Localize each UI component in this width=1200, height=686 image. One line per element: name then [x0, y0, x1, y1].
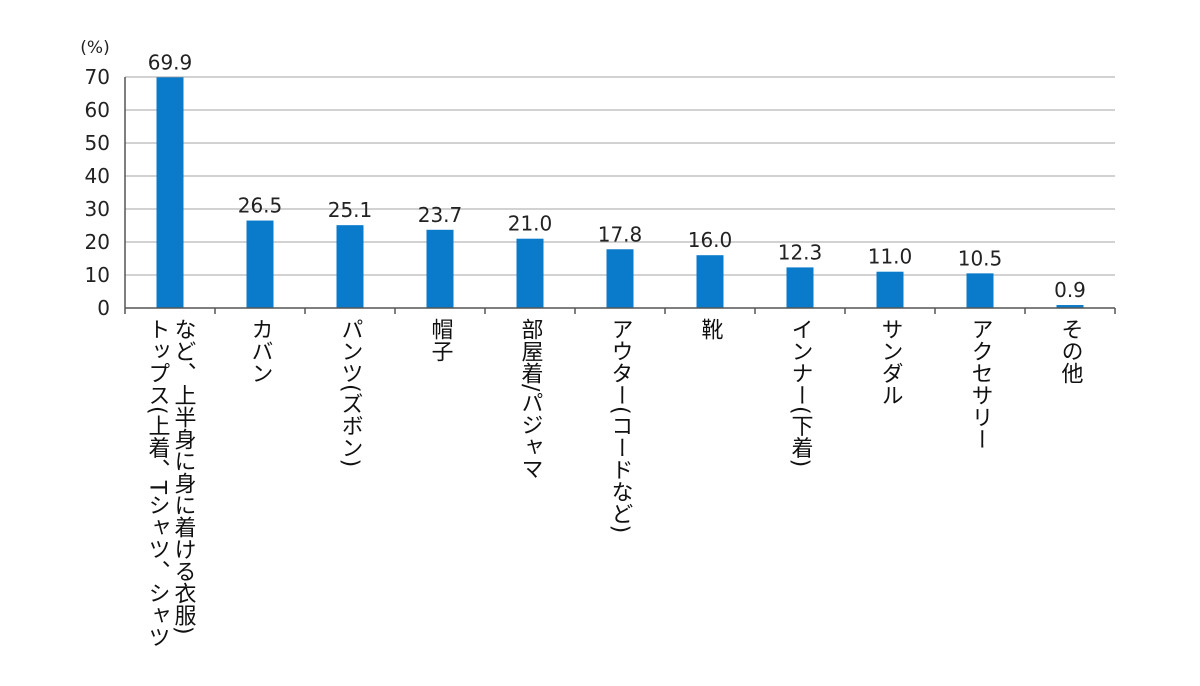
bars: [156, 77, 1084, 308]
category-label: アウター(コードなど): [608, 318, 633, 533]
bar-value-label: 17.8: [598, 222, 643, 246]
bar: [966, 273, 994, 308]
category-label: パンツ(ズボン): [338, 318, 363, 467]
category-label: 帽子: [428, 318, 453, 362]
y-tick-label: 0: [97, 296, 110, 320]
y-tick-labels: 0 10 20 30 40 50 60 70: [85, 65, 110, 320]
category-label: その他: [1058, 318, 1084, 384]
category-label: 部屋着/パジャマ: [518, 318, 544, 479]
category-label: トップス(上着、Tシャツ、シャツ: [145, 318, 171, 648]
bar-value-label: 16.0: [688, 228, 733, 252]
value-labels: 69.9 26.5 25.1 23.7 21.0 17.8 16.0 12.3 11.0 10.5…: [148, 50, 1086, 302]
bar: [156, 77, 184, 308]
bar: [246, 220, 274, 308]
category-label: サンダル: [878, 318, 903, 406]
bar: [516, 238, 544, 308]
y-unit-label: (%): [80, 38, 109, 58]
y-tick-label: 30: [85, 197, 110, 221]
bar: [1056, 305, 1084, 308]
y-tick-label: 50: [85, 131, 110, 155]
category-label: カバン: [248, 318, 273, 384]
gridlines: [125, 76, 1115, 276]
bar: [336, 225, 364, 308]
bar-value-label: 11.0: [868, 245, 913, 269]
bar: [786, 267, 814, 308]
bar-value-label: 10.5: [958, 246, 1003, 270]
bar: [606, 249, 634, 308]
bar-value-label: 25.1: [328, 198, 373, 222]
category-labels: トップス(上着、Tシャツ、シャツ など、上半身に身に着ける衣服) カバン パンツ(ズボ…: [145, 318, 1084, 648]
bar-value-label: 0.9: [1054, 278, 1086, 302]
bar-value-label: 21.0: [508, 212, 553, 236]
bar: [426, 229, 454, 308]
category-label: 靴: [698, 318, 724, 340]
category-label: インナー(下着): [788, 318, 814, 467]
bar-value-label: 12.3: [778, 240, 823, 264]
y-tick-label: 70: [85, 65, 110, 89]
axes: [124, 77, 1116, 314]
bar: [696, 255, 724, 308]
y-tick-label: 40: [85, 164, 110, 188]
y-tick-label: 20: [85, 230, 110, 254]
category-label: アクセサリー: [968, 318, 993, 450]
bar: [876, 271, 904, 308]
bar-value-label: 23.7: [418, 203, 463, 227]
bar-value-label: 69.9: [148, 50, 193, 74]
bar-value-label: 26.5: [238, 194, 283, 218]
y-tick-label: 60: [85, 98, 110, 122]
y-tick-label: 10: [85, 263, 110, 287]
category-label: など、上半身に身に着ける衣服): [171, 318, 197, 635]
